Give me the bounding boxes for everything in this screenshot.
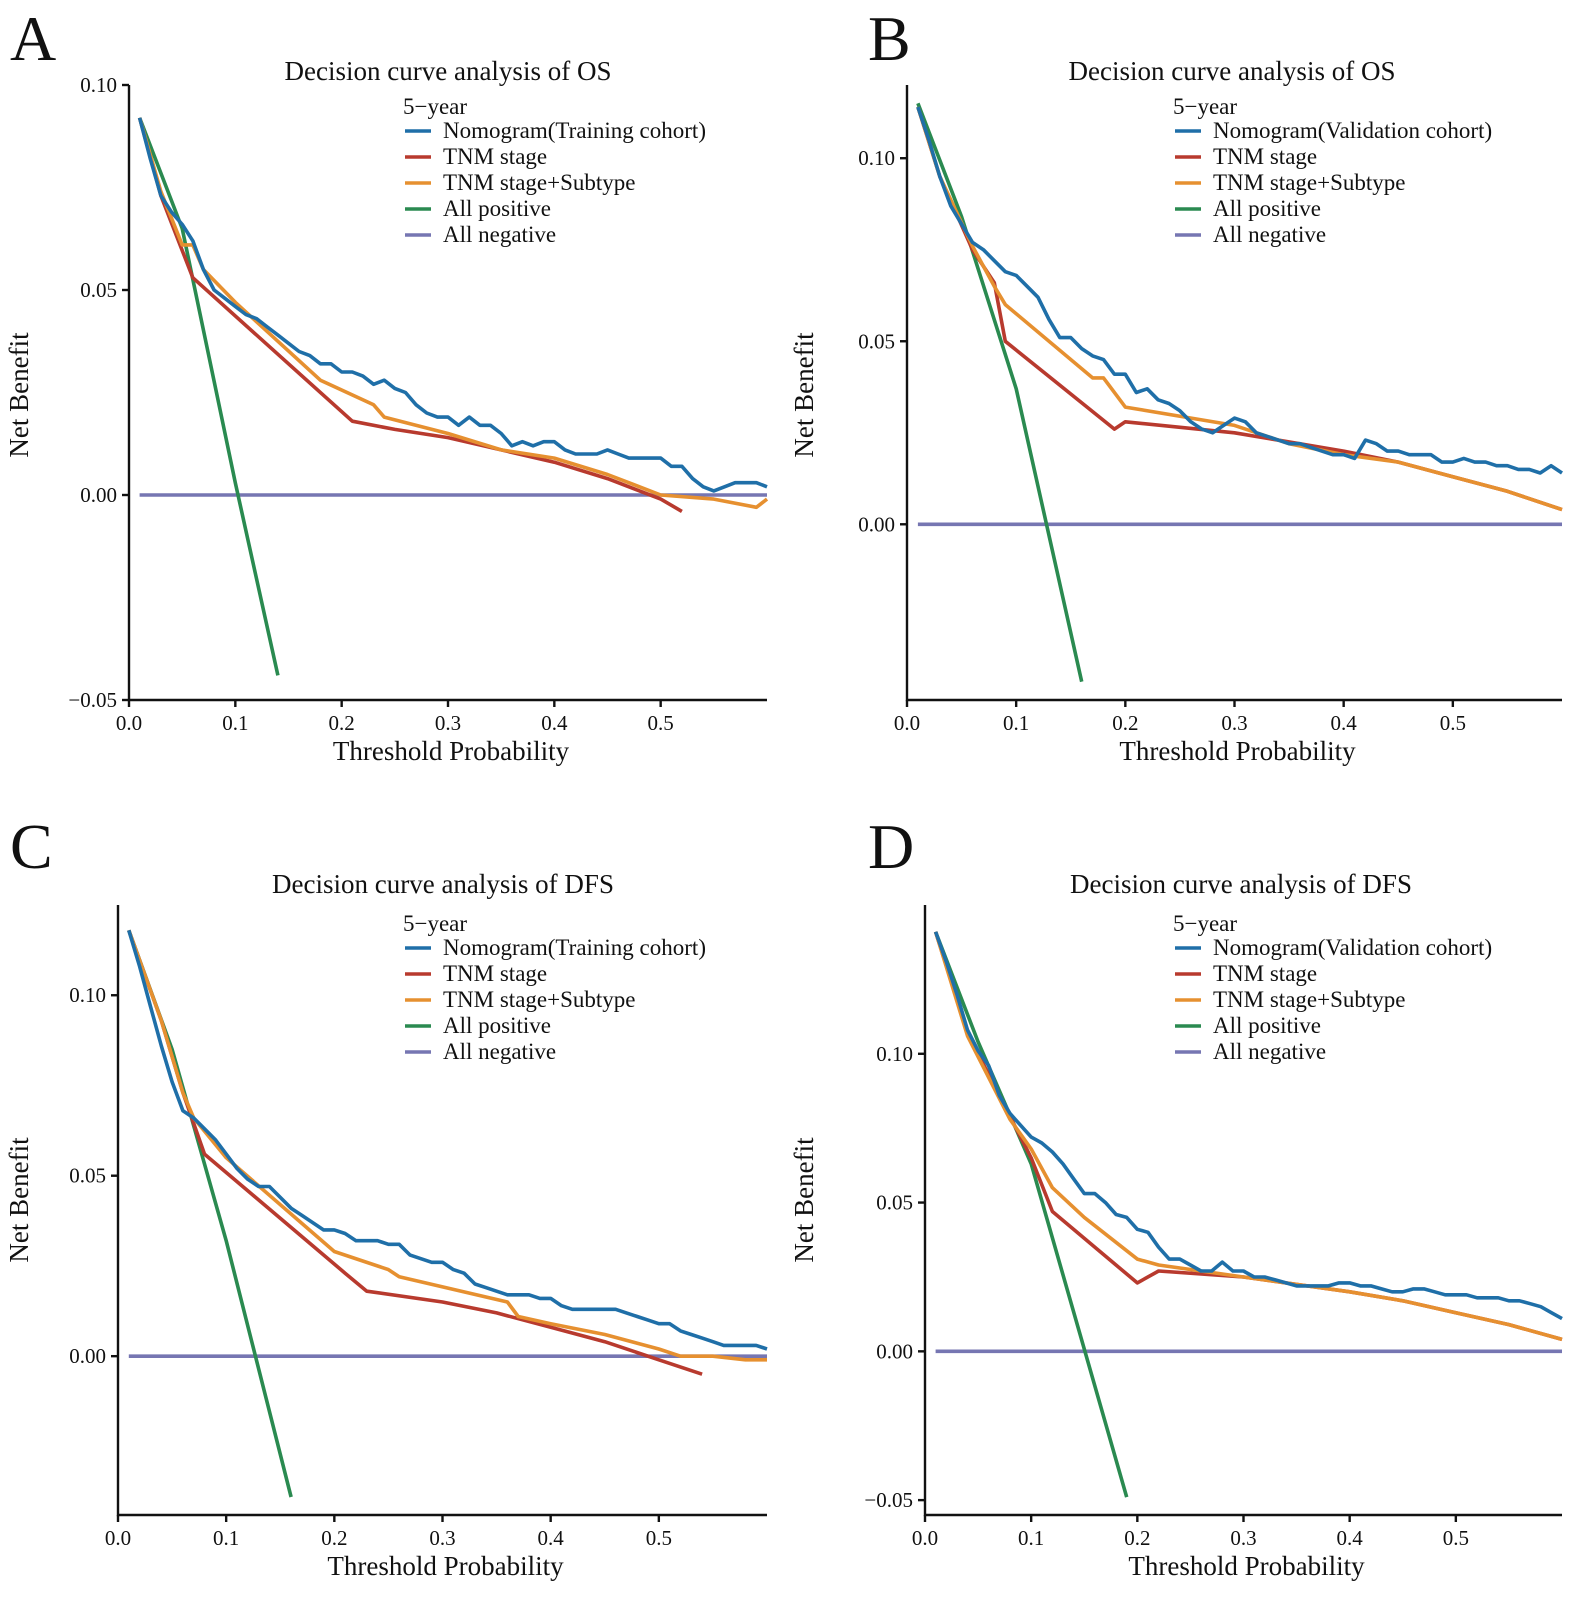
legend-entry: All negative: [1213, 222, 1326, 247]
x-axis-label: Threshold Probability: [327, 1551, 564, 1581]
series-line-nomogram: [127, 929, 768, 1351]
x-tick-label: 0.4: [541, 711, 568, 735]
chart-panel-a: A Decision curve analysis of OS 0.0 0.1 0.2 0…: [4, 3, 769, 766]
series-line-tnm-subtype: [933, 931, 1563, 1342]
y-tick-label: −0.05: [864, 1488, 913, 1512]
x-tick-label: 0.2: [321, 1526, 347, 1550]
y-tick-label: 0.00: [80, 483, 117, 507]
y-tick-label: 0.05: [876, 1191, 913, 1215]
x-tick-label: 0.1: [222, 711, 248, 735]
series-line-tnm-subtype: [137, 117, 769, 510]
y-tick-label: 0.10: [858, 146, 895, 170]
series-line-all-positive: [916, 102, 1084, 683]
legend-title: 5−year: [1173, 911, 1237, 936]
x-tick-label: 0.2: [1112, 711, 1138, 735]
legend-entry: TNM stage: [1213, 961, 1317, 986]
legend-entry: All positive: [443, 196, 551, 221]
x-tick-label: 0.3: [435, 711, 461, 735]
chart-title: Decision curve analysis of OS: [285, 56, 612, 86]
y-tick-label: 0.10: [69, 983, 106, 1007]
x-tick-label: 0.2: [1124, 1526, 1150, 1550]
y-axis-label: Net Benefit: [4, 332, 34, 458]
legend-entry: All negative: [443, 1039, 556, 1064]
chart-title: Decision curve analysis of DFS: [272, 869, 614, 899]
legend-entry: TNM stage: [1213, 144, 1317, 169]
x-tick-label: 0.1: [1018, 1526, 1044, 1550]
legend-entry: All positive: [1213, 1013, 1321, 1038]
legend-entry: TNM stage: [443, 144, 547, 169]
legend-entry: All negative: [1213, 1039, 1326, 1064]
y-axis-label: Net Benefit: [789, 1137, 819, 1263]
series-line-tnm: [137, 117, 683, 513]
x-tick-label: 0.0: [912, 1526, 938, 1550]
x-tick-label: 0.0: [894, 711, 920, 735]
legend-entry: Nomogram(Training cohort): [443, 935, 706, 960]
y-tick-label: 0.00: [876, 1339, 913, 1363]
x-tick-label: 0.3: [1221, 711, 1247, 735]
x-tick-label: 0.1: [213, 1526, 239, 1550]
legend-entry: Nomogram(Training cohort): [443, 118, 706, 143]
chart-title: Decision curve analysis of DFS: [1070, 869, 1412, 899]
chart-panel-b: B Decision curve analysis of OS 0.0 0.1 0.2 0…: [789, 3, 1564, 766]
y-tick-label: 0.00: [69, 1344, 106, 1368]
x-axis-label: Threshold Probability: [1128, 1551, 1365, 1581]
x-tick-label: 0.5: [1440, 711, 1466, 735]
x-axis-label: Threshold Probability: [1119, 736, 1356, 766]
legend-entry: Nomogram(Validation cohort): [1213, 118, 1492, 143]
x-tick-label: 0.3: [1230, 1526, 1256, 1550]
panel-letter: A: [10, 3, 56, 74]
chart-panel-d: D Decision curve analysis of DFS 0.0 0.1 0.2…: [789, 811, 1563, 1581]
y-tick-label: 0.05: [858, 329, 895, 353]
x-axis-label: Threshold Probability: [333, 736, 570, 766]
x-tick-label: 0.5: [646, 1526, 672, 1550]
y-tick-label: 0.00: [858, 512, 895, 536]
panel-letter: B: [868, 3, 911, 74]
series-line-nomogram: [933, 931, 1563, 1321]
legend-entry: TNM stage+Subtype: [443, 170, 635, 195]
legend-entry: TNM stage: [443, 961, 547, 986]
x-tick-label: 0.3: [429, 1526, 455, 1550]
y-axis-label: Net Benefit: [4, 1137, 34, 1263]
x-tick-label: 0.4: [1331, 711, 1358, 735]
legend-title: 5−year: [403, 94, 467, 119]
y-axis-label: Net Benefit: [789, 332, 819, 458]
legend-title: 5−year: [1173, 94, 1237, 119]
y-tick-label: −0.05: [68, 688, 117, 712]
chart-title: Decision curve analysis of OS: [1069, 56, 1396, 86]
chart-panel-c: C Decision curve analysis of DFS 0.0 0.1 0.2…: [4, 811, 768, 1581]
x-tick-label: 0.1: [1003, 711, 1029, 735]
legend-entry: All positive: [443, 1013, 551, 1038]
x-tick-label: 0.4: [1337, 1526, 1364, 1550]
series-line-tnm-subtype: [916, 106, 1563, 512]
x-tick-label: 0.5: [1443, 1526, 1469, 1550]
series-line-tnm-subtype: [127, 929, 767, 1362]
y-tick-label: 0.05: [80, 278, 117, 302]
legend-entry: All positive: [1213, 196, 1321, 221]
legend-entry: All negative: [443, 222, 556, 247]
y-tick-label: 0.10: [876, 1042, 913, 1066]
x-tick-label: 0.2: [329, 711, 355, 735]
x-tick-label: 0.5: [648, 711, 674, 735]
panel-letter: D: [868, 811, 914, 882]
panel-letter: C: [10, 811, 53, 882]
x-tick-label: 0.4: [538, 1526, 565, 1550]
legend-entry: TNM stage+Subtype: [1213, 987, 1405, 1012]
y-tick-label: 0.05: [69, 1164, 106, 1188]
legend-entry: TNM stage+Subtype: [1213, 170, 1405, 195]
series-line-nomogram: [137, 117, 768, 493]
series-line-all-positive: [137, 117, 280, 676]
x-tick-label: 0.0: [116, 711, 142, 735]
series-line-nomogram: [916, 106, 1564, 475]
legend-title: 5−year: [403, 911, 467, 936]
x-tick-label: 0.0: [105, 1526, 131, 1550]
y-tick-label: 0.10: [80, 73, 117, 97]
legend-entry: TNM stage+Subtype: [443, 987, 635, 1012]
legend-entry: Nomogram(Validation cohort): [1213, 935, 1492, 960]
